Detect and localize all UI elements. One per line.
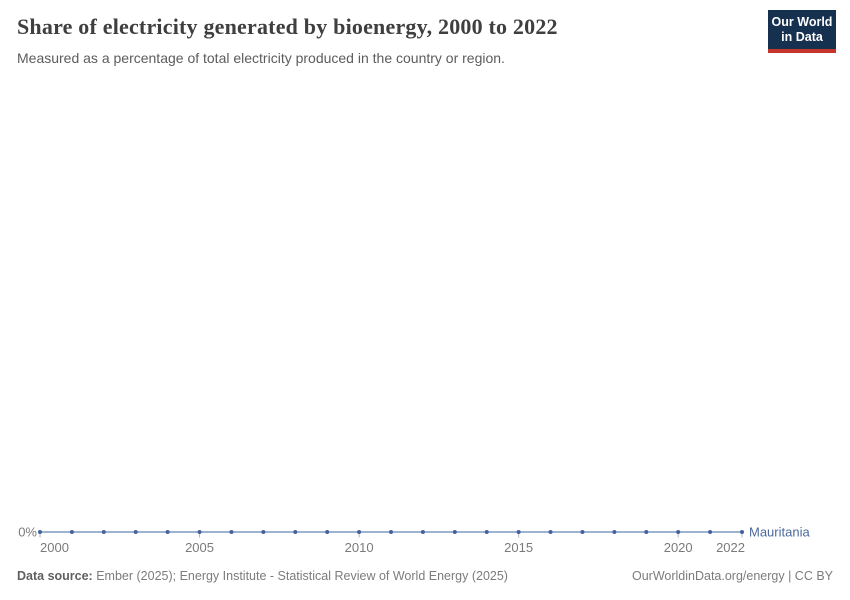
data-point-marker [580,530,585,534]
chart-subtitle: Measured as a percentage of total electr… [17,50,505,67]
x-axis-area: 0% 2000 2005 2010 2015 2020 2022 Mauritania [0,500,850,560]
data-point-marker [69,530,74,534]
data-point-marker [676,530,681,534]
data-point-marker [293,530,298,534]
owid-logo-line2: in Data [781,30,823,44]
data-point-marker [612,530,617,534]
data-point-marker [197,530,202,534]
chart-title: Share of electricity generated by bioene… [17,14,558,39]
data-point-marker [516,530,521,534]
x-tick-label: 2010 [345,540,374,555]
data-point-marker [548,530,553,534]
data-source-label: Data source: [17,569,93,583]
data-point-marker [101,530,106,534]
data-source-text: Ember (2025); Energy Institute - Statist… [92,569,508,583]
chart-header: Share of electricity generated by bioene… [17,14,757,68]
data-point-marker [133,530,138,534]
data-point-marker [38,530,42,534]
x-tick-label: 2022 [716,540,745,555]
license-link[interactable]: OurWorldinData.org/energy | CC BY [631,569,833,583]
data-point-marker [484,530,489,534]
x-tick-label: 2005 [185,540,214,555]
data-source-note: Data source: Ember (2025); Energy Instit… [17,568,508,584]
owid-logo[interactable]: Our World in Data [768,10,836,53]
x-tick-label: 2000 [40,540,69,555]
data-point-marker [708,530,713,534]
data-point-marker [740,530,744,534]
x-tick-label: 2020 [664,540,693,555]
timeseries-plot-svg: 0%2000 2005 2010 2015 2020 2022 Mauritania [18,525,810,556]
data-point-marker [644,530,649,534]
owid-logo-line1: Our World [771,15,833,29]
data-point-marker [229,530,234,534]
x-tick-label: 2015 [504,540,533,555]
data-point-marker [389,530,393,534]
chart-footer: Data source: Ember (2025); Energy Instit… [17,568,833,584]
data-point-marker [357,530,362,534]
y-tick-label: 0% [18,525,37,540]
data-point-marker [165,530,170,534]
data-point-marker [261,530,266,534]
data-point-marker [420,530,425,534]
data-point-marker [452,530,457,534]
entity-label[interactable]: Mauritania [749,525,810,540]
data-point-marker [325,530,330,534]
